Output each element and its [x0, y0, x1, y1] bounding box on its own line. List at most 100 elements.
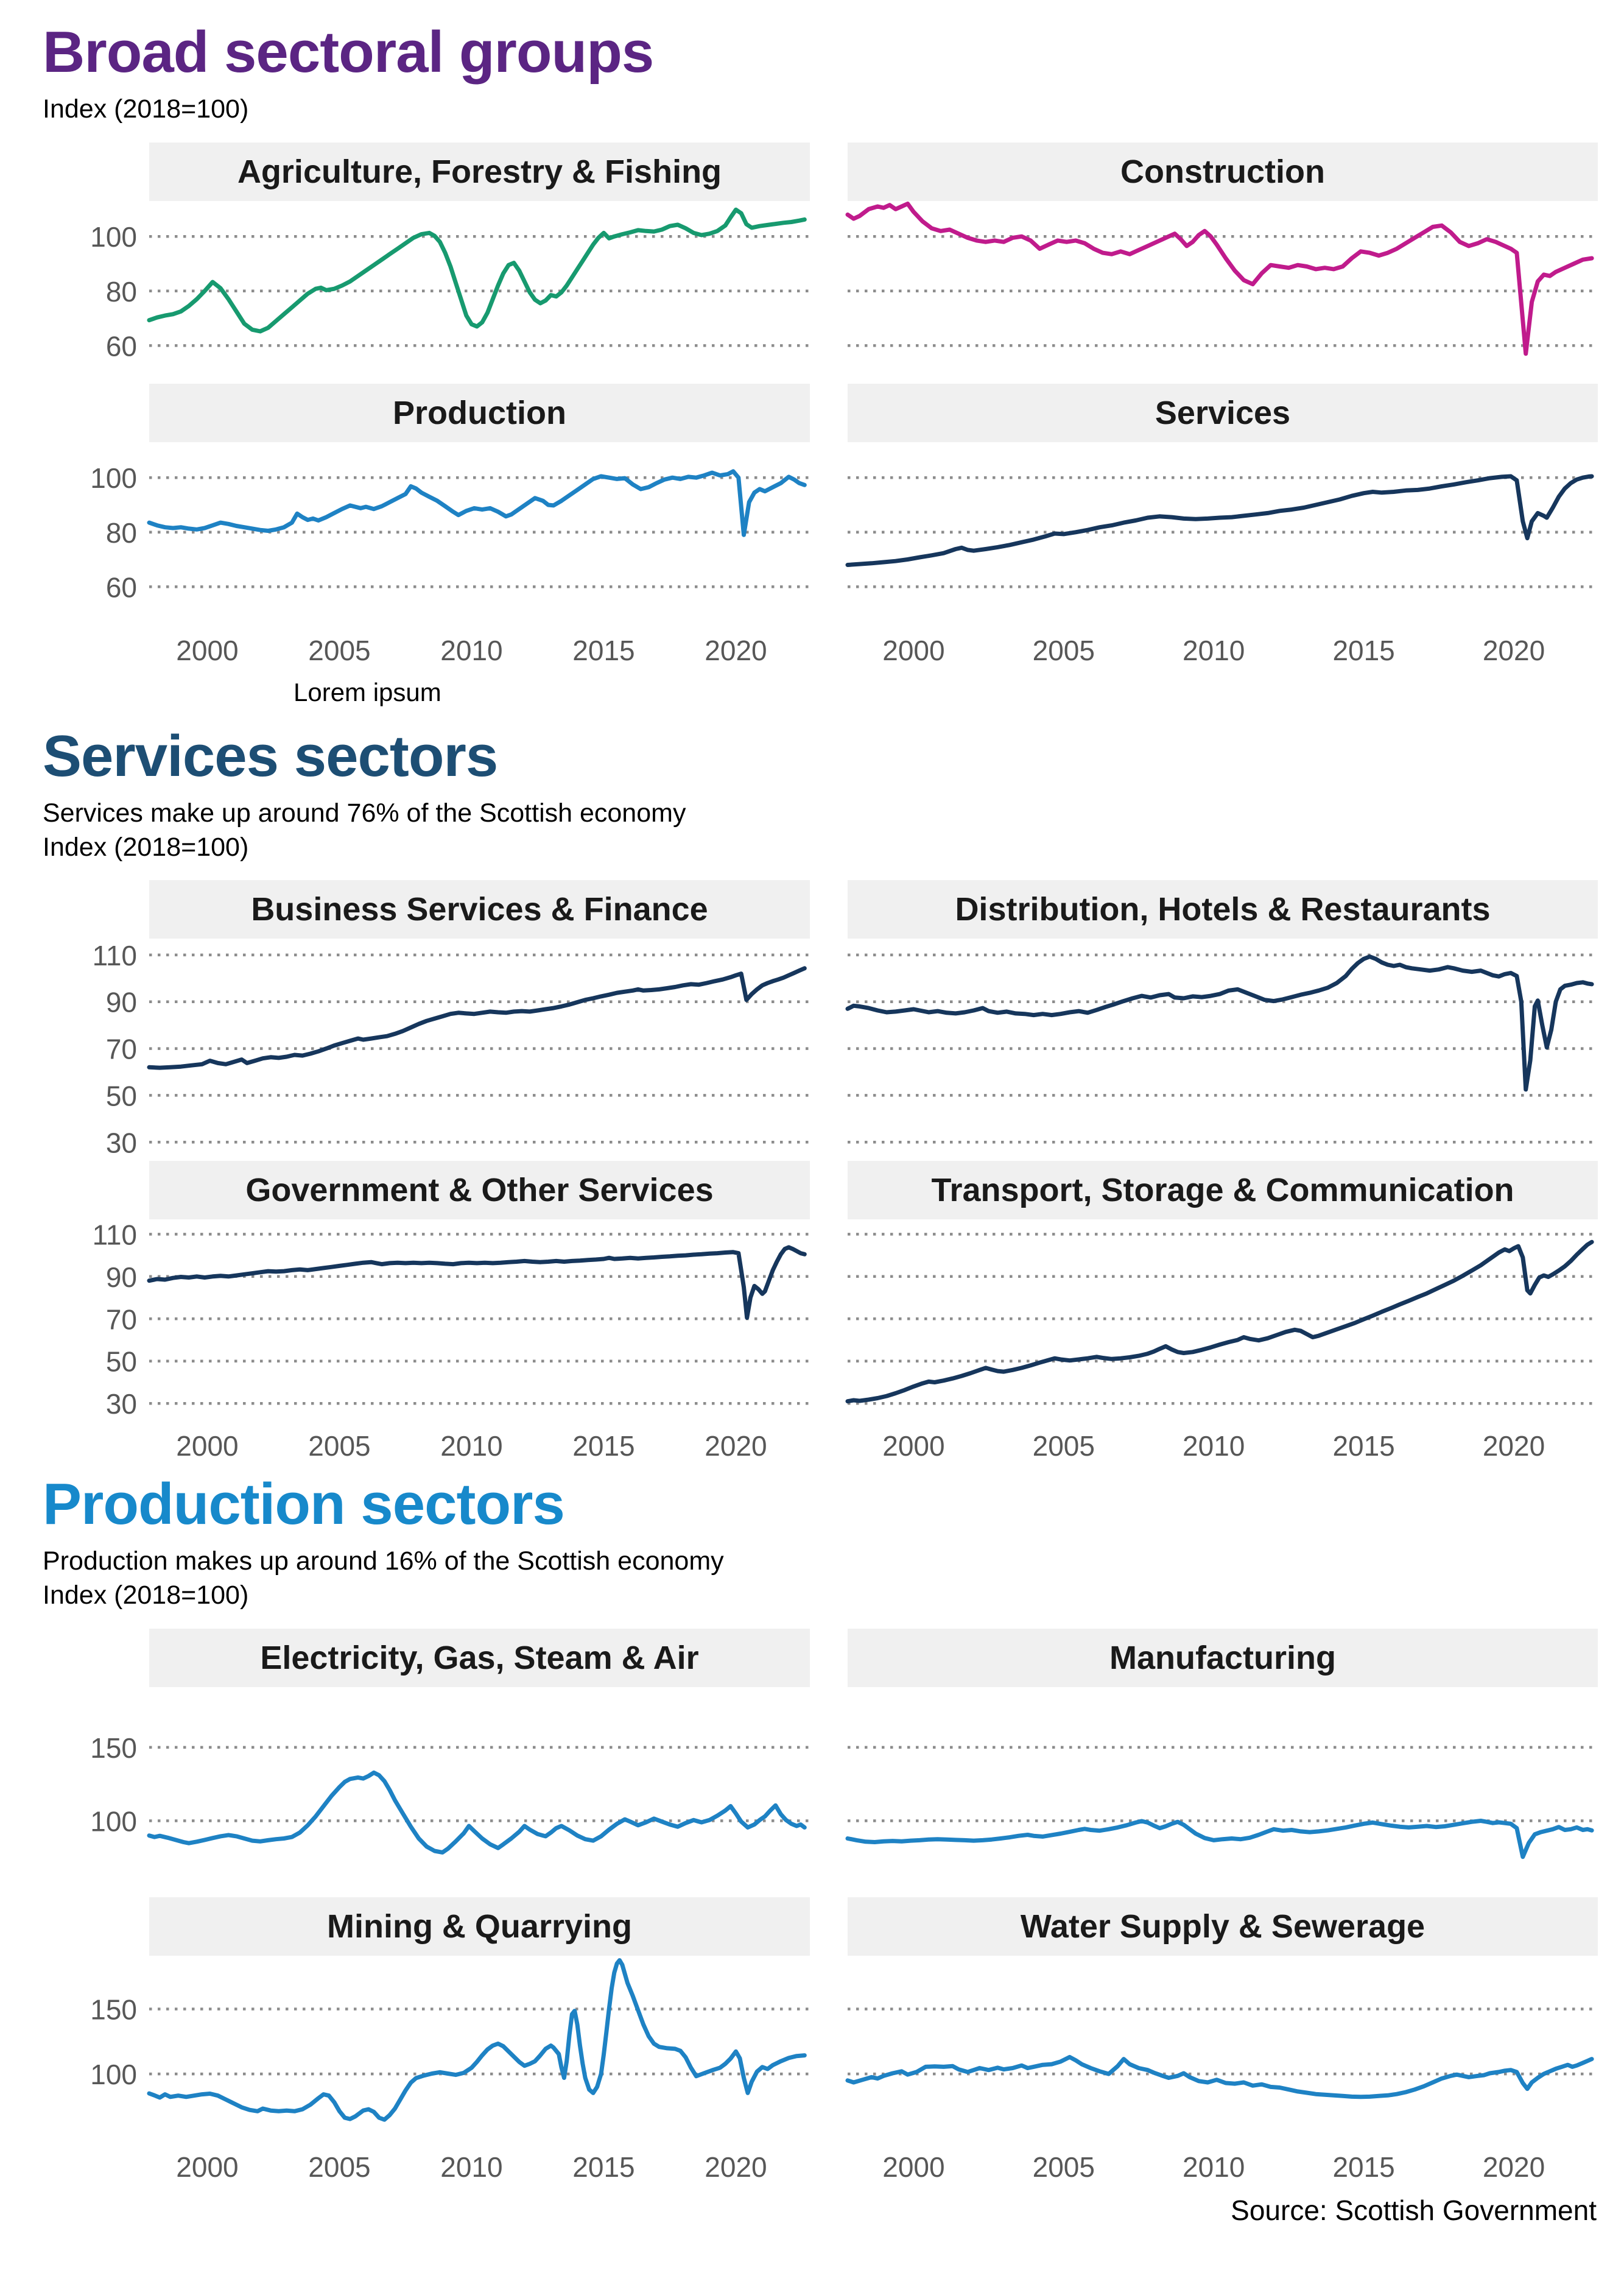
line-series-electricity: [147, 1770, 807, 1855]
chart-title: Water Supply & Sewerage: [1020, 1908, 1425, 1945]
line-chart: [845, 954, 1598, 1144]
x-tick-label: 2020: [1483, 635, 1545, 666]
x-tick-label: 2020: [1483, 1430, 1545, 1462]
line-series-construction: [845, 201, 1594, 356]
chart-title-strip: Government & Other Services: [149, 1161, 810, 1220]
chart-title-strip: Transport, Storage & Communication: [848, 1161, 1598, 1220]
chart-distribution-hotels-restaurants: Distribution, Hotels & Restaurants: [845, 880, 1598, 1161]
chart-services: Services 2000 2005 2010 2015 2020: [845, 383, 1598, 666]
x-tick-label: 2005: [1033, 2151, 1095, 2183]
x-tick-label: 2005: [1033, 635, 1095, 666]
x-tick-label: 2015: [572, 1430, 634, 1462]
index-note: Index (2018=100): [43, 1580, 249, 1610]
chart-row: Government & Other Services 110 90 70 50 30 2…: [43, 1161, 1624, 1462]
chart-title: Manufacturing: [1109, 1639, 1336, 1676]
y-tick-label: 80: [106, 275, 137, 307]
chart-title: Transport, Storage & Communication: [931, 1172, 1514, 1209]
y-tick-label: 50: [106, 1346, 137, 1378]
chart-title: Agriculture, Forestry & Fishing: [237, 153, 722, 190]
x-tick-label: 2000: [882, 1430, 944, 1462]
y-tick-label: 150: [90, 1732, 137, 1764]
chart-title-strip: Manufacturing: [848, 1628, 1598, 1687]
x-tick-label: 2005: [308, 2151, 370, 2183]
chart-title-strip: Distribution, Hotels & Restaurants: [848, 880, 1598, 939]
line-chart: 150 100 2000 2005 2010 2015 2020: [90, 1958, 810, 2183]
section-heading: Services sectors: [43, 723, 498, 789]
chart-title-strip: Electricity, Gas, Steam & Air: [149, 1628, 810, 1687]
x-tick-label: 2000: [176, 2151, 238, 2183]
chart-title-strip: Services: [848, 383, 1598, 442]
y-tick-label: 100: [90, 1805, 137, 1837]
line-series-manufacturing: [845, 1818, 1594, 1859]
line-chart: 150 100: [90, 1732, 810, 1855]
x-tick-label: 2020: [1483, 2151, 1545, 2183]
x-tick-label: 2020: [705, 2151, 767, 2183]
y-tick-label: 150: [90, 1993, 137, 2025]
chart-title-strip: Construction: [848, 142, 1598, 201]
line-series-distribution: [845, 954, 1594, 1092]
chart-title-strip: Agriculture, Forestry & Fishing: [149, 142, 810, 201]
y-tick-label: 70: [106, 1304, 137, 1336]
x-tick-label: 2015: [572, 2151, 634, 2183]
chart-business-services-finance: Business Services & Finance 110 90 70 50 30: [93, 880, 810, 1161]
source-note: Source: Scottish Government: [1231, 2194, 1597, 2226]
x-tick-label: 2020: [705, 635, 767, 666]
section-subtitle: Services make up around 76% of the Scott…: [43, 798, 686, 828]
y-tick-label: 100: [90, 221, 137, 253]
x-tick-label: 2005: [308, 1430, 370, 1462]
y-tick-label: 70: [106, 1034, 137, 1065]
chart-construction: Construction: [845, 142, 1598, 384]
x-tick-label: 2010: [440, 635, 502, 666]
chart-row: Agriculture, Forestry & Fishing 100 80 60 …: [43, 142, 1624, 384]
x-tick-label: 2015: [1332, 635, 1394, 666]
line-chart: 2000 2005 2010 2015 2020: [845, 474, 1598, 666]
chart-row: Business Services & Finance 110 90 70 50 30 …: [43, 880, 1624, 1161]
chart-title: Services: [1155, 394, 1291, 431]
y-tick-label: 30: [106, 1389, 137, 1420]
x-tick-label: 2010: [1183, 1430, 1245, 1462]
chart-title-strip: Mining & Quarrying: [149, 1897, 810, 1956]
x-tick-label: 2000: [882, 635, 944, 666]
y-tick-label: 60: [106, 571, 137, 603]
line-chart: 2000 2005 2010 2015 2020: [845, 1233, 1598, 1462]
y-tick-label: 60: [106, 330, 137, 362]
chart-title-strip: Water Supply & Sewerage: [848, 1897, 1598, 1956]
chart-manufacturing: Manufacturing: [845, 1628, 1598, 1897]
chart-agriculture-forestry-fishing: Agriculture, Forestry & Fishing 100 80 60: [90, 142, 810, 384]
line-chart: [845, 1746, 1598, 1859]
chart-title: Distribution, Hotels & Restaurants: [955, 891, 1491, 928]
line-chart: 100 80 60: [90, 207, 810, 362]
chart-title: Production: [393, 394, 566, 431]
chart-production: Production 100 80 60 2000 2005 2010 2015 2020: [90, 383, 810, 666]
x-tick-label: 2010: [440, 1430, 502, 1462]
line-chart: 2000 2005 2010 2015 2020: [845, 2007, 1598, 2183]
line-series-transport: [845, 1240, 1594, 1404]
chart-transport-storage-communication: Transport, Storage & Communication 2000 2…: [845, 1161, 1598, 1462]
x-tick-label: 2005: [308, 635, 370, 666]
y-tick-label: 30: [106, 1127, 137, 1159]
chart-row: Electricity, Gas, Steam & Air 150 100 Man…: [43, 1628, 1624, 1897]
section-broad-sectoral-groups: Broad sectoral groups Index (2018=100) A…: [43, 21, 1624, 708]
x-tick-label: 2020: [705, 1430, 767, 1462]
line-series-business: [147, 966, 807, 1071]
caption-lorem-ipsum: Lorem ipsum: [294, 677, 441, 707]
chart-mining-quarrying: Mining & Quarrying 150 100 2000 2005 2010 201…: [90, 1897, 810, 2183]
chart-water-supply-sewerage: Water Supply & Sewerage 2000 2005 2010 2015…: [845, 1897, 1598, 2183]
x-tick-label: 2000: [176, 635, 238, 666]
y-tick-label: 110: [93, 940, 137, 971]
chart-title-strip: Production: [149, 383, 810, 442]
line-chart: 110 90 70 50 30 2000 2005 2010 2015 2020: [93, 1219, 810, 1462]
line-series-services: [845, 474, 1594, 567]
y-tick-label: 100: [90, 462, 137, 494]
y-tick-label: 90: [106, 987, 137, 1018]
x-tick-label: 2010: [1183, 2151, 1245, 2183]
index-note: Index (2018=100): [43, 832, 249, 862]
x-tick-label: 2010: [440, 2151, 502, 2183]
x-tick-label: 2015: [572, 635, 634, 666]
chart-title: Electricity, Gas, Steam & Air: [260, 1639, 699, 1676]
y-tick-label: 100: [90, 2059, 137, 2090]
x-tick-label: 2015: [1332, 2151, 1394, 2183]
index-note: Index (2018=100): [43, 94, 249, 124]
line-series-government: [147, 1245, 807, 1320]
chart-title: Construction: [1120, 153, 1325, 190]
